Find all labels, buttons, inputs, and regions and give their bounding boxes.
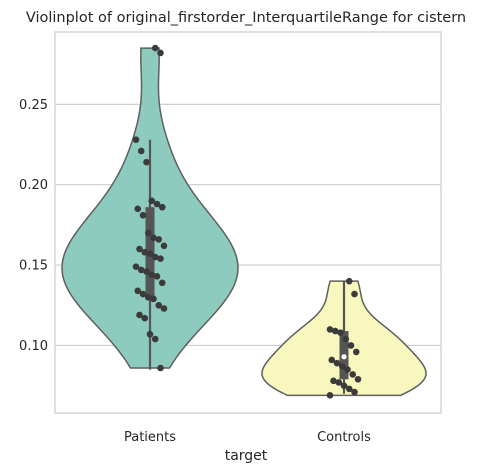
data-point (132, 263, 140, 271)
data-point (335, 379, 343, 386)
data-point (134, 287, 142, 295)
data-point (330, 377, 337, 385)
data-point (137, 147, 145, 155)
data-point (139, 290, 147, 298)
data-point (157, 49, 164, 57)
data-point (333, 359, 341, 367)
data-point (141, 314, 149, 322)
data-point (141, 248, 149, 256)
data-point (150, 234, 157, 242)
data-point (344, 366, 351, 373)
y-tick-label: 0.15 (19, 259, 48, 274)
data-point (352, 348, 360, 356)
box-median (341, 354, 347, 360)
data-point (331, 327, 339, 335)
chart-title: Violinplot of original_firstorder_Interq… (26, 10, 466, 26)
data-point (143, 268, 150, 275)
x-tick-label: Patients (124, 430, 176, 445)
y-tick-label: 0.10 (19, 339, 48, 354)
data-point (151, 44, 159, 52)
data-point (139, 211, 147, 219)
data-point (160, 242, 168, 250)
data-point (155, 301, 163, 309)
data-point (136, 245, 143, 253)
data-point (342, 335, 350, 343)
data-point (158, 279, 166, 287)
data-point (328, 356, 336, 364)
data-point (347, 342, 355, 349)
data-point (148, 271, 156, 279)
data-point (326, 326, 334, 333)
data-point (155, 236, 163, 243)
data-point (337, 329, 344, 336)
data-point (134, 205, 142, 213)
data-point (143, 158, 150, 166)
data-point (349, 371, 357, 378)
y-tick-label: 0.25 (19, 98, 48, 113)
data-point (153, 200, 161, 208)
data-point (151, 253, 159, 261)
data-point (137, 266, 145, 274)
data-point (157, 255, 164, 262)
data-point (351, 388, 358, 396)
data-point (338, 363, 346, 370)
data-point (132, 136, 140, 144)
data-point (150, 295, 157, 303)
data-points (132, 44, 362, 399)
plot-frame (54, 31, 442, 414)
data-point (146, 250, 154, 258)
data-point (345, 277, 353, 285)
data-point (146, 330, 154, 338)
x-tick-label: Controls (317, 430, 371, 445)
data-point (157, 364, 164, 372)
data-point (340, 382, 348, 389)
data-point (136, 311, 143, 319)
data-point (345, 385, 353, 393)
data-point (151, 335, 159, 343)
x-axis-title: target (225, 448, 268, 464)
x-tick-labels: Patients Controls (124, 430, 371, 445)
data-point (326, 392, 334, 399)
data-point (144, 229, 152, 237)
data-point (351, 290, 358, 298)
data-point (354, 375, 362, 383)
y-tick-labels: 0.10 0.15 0.20 0.25 (19, 98, 48, 354)
violins (61, 47, 427, 397)
data-point (144, 293, 152, 301)
data-point (158, 203, 166, 211)
data-point (160, 305, 168, 312)
data-point (153, 273, 161, 280)
y-tick-label: 0.20 (19, 178, 48, 193)
data-point (148, 197, 156, 205)
